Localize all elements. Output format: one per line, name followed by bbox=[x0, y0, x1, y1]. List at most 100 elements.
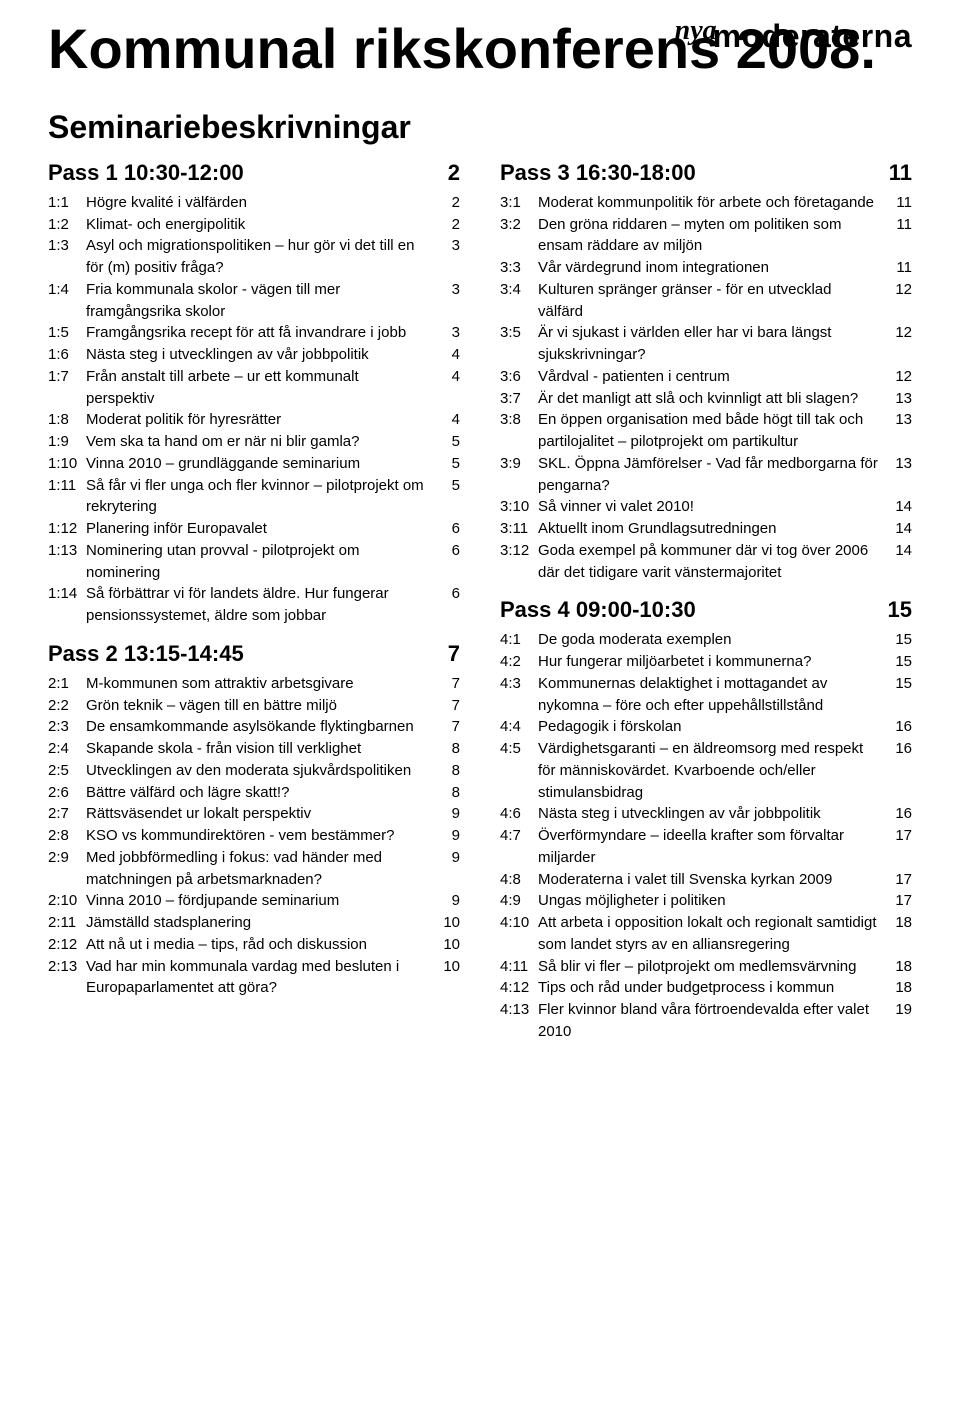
entry-label: Tips och råd under budgetprocess i kommu… bbox=[538, 977, 888, 999]
toc-entry: 4:11Så blir vi fler – pilotprojekt om me… bbox=[500, 956, 912, 978]
entry-label: Bättre välfärd och lägre skatt!? bbox=[86, 782, 436, 804]
toc-entry: 2:8KSO vs kommundirektören - vem bestämm… bbox=[48, 825, 460, 847]
toc-entry: 1:5Framgångsrika recept för att få invan… bbox=[48, 322, 460, 344]
entry-page: 3 bbox=[436, 235, 460, 257]
entry-label: Att nå ut i media – tips, råd och diskus… bbox=[86, 934, 436, 956]
entry-label: Vår värdegrund inom integrationen bbox=[538, 257, 888, 279]
toc-entry: 1:3Asyl och migrationspolitiken – hur gö… bbox=[48, 235, 460, 279]
toc-entry: 1:6Nästa steg i utvecklingen av vår jobb… bbox=[48, 344, 460, 366]
entry-page: 16 bbox=[888, 803, 912, 825]
toc-entry: 3:10Så vinner vi valet 2010!14 bbox=[500, 496, 912, 518]
entry-page: 6 bbox=[436, 518, 460, 540]
entry-label: Överförmyndare – ideella krafter som för… bbox=[538, 825, 888, 869]
entry-page: 9 bbox=[436, 803, 460, 825]
toc-entry: 1:4Fria kommunala skolor - vägen till me… bbox=[48, 279, 460, 323]
entry-page: 17 bbox=[888, 869, 912, 891]
entry-page: 12 bbox=[888, 366, 912, 388]
entry-code: 4:3 bbox=[500, 673, 538, 695]
entry-code: 1:8 bbox=[48, 409, 86, 431]
entry-label: Vinna 2010 – grundläggande seminarium bbox=[86, 453, 436, 475]
entry-page: 2 bbox=[436, 192, 460, 214]
entry-code: 3:10 bbox=[500, 496, 538, 518]
entry-label: Så förbättrar vi för landets äldre. Hur … bbox=[86, 583, 436, 627]
pass-header-page: 2 bbox=[448, 160, 460, 186]
page: nyamoderaterna Kommunal rikskonferens 20… bbox=[0, 0, 960, 1421]
entry-label: Vem ska ta hand om er när ni blir gamla? bbox=[86, 431, 436, 453]
entry-code: 1:7 bbox=[48, 366, 86, 388]
toc-entry: 1:2Klimat- och energipolitik2 bbox=[48, 214, 460, 236]
entry-code: 1:1 bbox=[48, 192, 86, 214]
entry-code: 2:2 bbox=[48, 695, 86, 717]
entry-label: SKL. Öppna Jämförelser - Vad får medborg… bbox=[538, 453, 888, 497]
content-columns: Pass 1 10:30-12:00 2 1:1Högre kvalité i vä… bbox=[48, 160, 912, 1043]
toc-entry: 4:6Nästa steg i utvecklingen av vår jobb… bbox=[500, 803, 912, 825]
entry-page: 6 bbox=[436, 540, 460, 562]
toc-entry: 2:11Jämställd stadsplanering10 bbox=[48, 912, 460, 934]
entry-code: 2:6 bbox=[48, 782, 86, 804]
pass-header-page: 7 bbox=[448, 641, 460, 667]
entry-page: 15 bbox=[888, 629, 912, 651]
entry-code: 3:2 bbox=[500, 214, 538, 236]
entry-label: Att arbeta i opposition lokalt och regio… bbox=[538, 912, 888, 956]
entry-code: 1:10 bbox=[48, 453, 86, 475]
entry-page: 18 bbox=[888, 912, 912, 934]
toc-entry: 3:3Vår värdegrund inom integrationen11 bbox=[500, 257, 912, 279]
entry-page: 12 bbox=[888, 322, 912, 344]
pass-header-title: Pass 2 13:15-14:45 bbox=[48, 641, 244, 667]
entry-page: 8 bbox=[436, 760, 460, 782]
entry-page: 4 bbox=[436, 344, 460, 366]
entry-code: 2:8 bbox=[48, 825, 86, 847]
entry-code: 3:9 bbox=[500, 453, 538, 475]
entry-code: 4:11 bbox=[500, 956, 538, 978]
entry-label: Pedagogik i förskolan bbox=[538, 716, 888, 738]
party-logo: nyamoderaterna bbox=[675, 18, 912, 55]
toc-entry: 1:8Moderat politik för hyresrätter4 bbox=[48, 409, 460, 431]
toc-entry: 1:7Från anstalt till arbete – ur ett kom… bbox=[48, 366, 460, 410]
pass-header: Pass 1 10:30-12:00 2 bbox=[48, 160, 460, 186]
pass-header: Pass 3 16:30-18:0011 bbox=[500, 160, 912, 186]
toc-entry: 4:13Fler kvinnor bland våra förtroendeva… bbox=[500, 999, 912, 1043]
entry-label: Hur fungerar miljöarbetet i kommunerna? bbox=[538, 651, 888, 673]
pass-header-title: Pass 4 09:00-10:30 bbox=[500, 597, 696, 623]
entry-code: 1:5 bbox=[48, 322, 86, 344]
entry-code: 1:12 bbox=[48, 518, 86, 540]
entry-code: 4:10 bbox=[500, 912, 538, 934]
entry-page: 4 bbox=[436, 409, 460, 431]
toc-entry: 3:12Goda exempel på kommuner där vi tog … bbox=[500, 540, 912, 584]
entry-page: 11 bbox=[888, 192, 912, 214]
toc-entry: 4:4Pedagogik i förskolan16 bbox=[500, 716, 912, 738]
entry-label: Nominering utan provval - pilotprojekt o… bbox=[86, 540, 436, 584]
entry-code: 3:7 bbox=[500, 388, 538, 410]
toc-entry: 2:4Skapande skola - från vision till ver… bbox=[48, 738, 460, 760]
entry-page: 3 bbox=[436, 322, 460, 344]
entry-label: Planering inför Europavalet bbox=[86, 518, 436, 540]
pass-header-title: Pass 1 10:30-12:00 bbox=[48, 160, 244, 186]
toc-entry: 2:2Grön teknik – vägen till en bättre mi… bbox=[48, 695, 460, 717]
entry-label: M-kommunen som attraktiv arbetsgivare bbox=[86, 673, 436, 695]
entry-label: Moderaterna i valet till Svenska kyrkan … bbox=[538, 869, 888, 891]
entry-page: 14 bbox=[888, 496, 912, 518]
entry-code: 1:2 bbox=[48, 214, 86, 236]
entry-label: Högre kvalité i välfärden bbox=[86, 192, 436, 214]
toc-entry: 4:10Att arbeta i opposition lokalt och r… bbox=[500, 912, 912, 956]
entry-label: Rättsväsendet ur lokalt perspektiv bbox=[86, 803, 436, 825]
entry-page: 15 bbox=[888, 673, 912, 695]
toc-entry: 4:3Kommunernas delaktighet i mottagandet… bbox=[500, 673, 912, 717]
entry-code: 2:11 bbox=[48, 912, 86, 934]
entry-page: 5 bbox=[436, 475, 460, 497]
entry-code: 3:6 bbox=[500, 366, 538, 388]
toc-entry: 2:7Rättsväsendet ur lokalt perspektiv9 bbox=[48, 803, 460, 825]
entry-code: 1:14 bbox=[48, 583, 86, 605]
entry-label: Vinna 2010 – fördjupande seminarium bbox=[86, 890, 436, 912]
entry-code: 2:4 bbox=[48, 738, 86, 760]
toc-entry: 4:7Överförmyndare – ideella krafter som … bbox=[500, 825, 912, 869]
entry-code: 1:6 bbox=[48, 344, 86, 366]
entry-label: Moderat kommunpolitik för arbete och för… bbox=[538, 192, 888, 214]
entry-code: 3:5 bbox=[500, 322, 538, 344]
entry-page: 7 bbox=[436, 695, 460, 717]
entry-label: Fler kvinnor bland våra förtroendevalda … bbox=[538, 999, 888, 1043]
entry-code: 1:3 bbox=[48, 235, 86, 257]
entry-code: 4:8 bbox=[500, 869, 538, 891]
pass-header-page: 11 bbox=[889, 160, 912, 186]
entry-page: 11 bbox=[888, 257, 912, 279]
